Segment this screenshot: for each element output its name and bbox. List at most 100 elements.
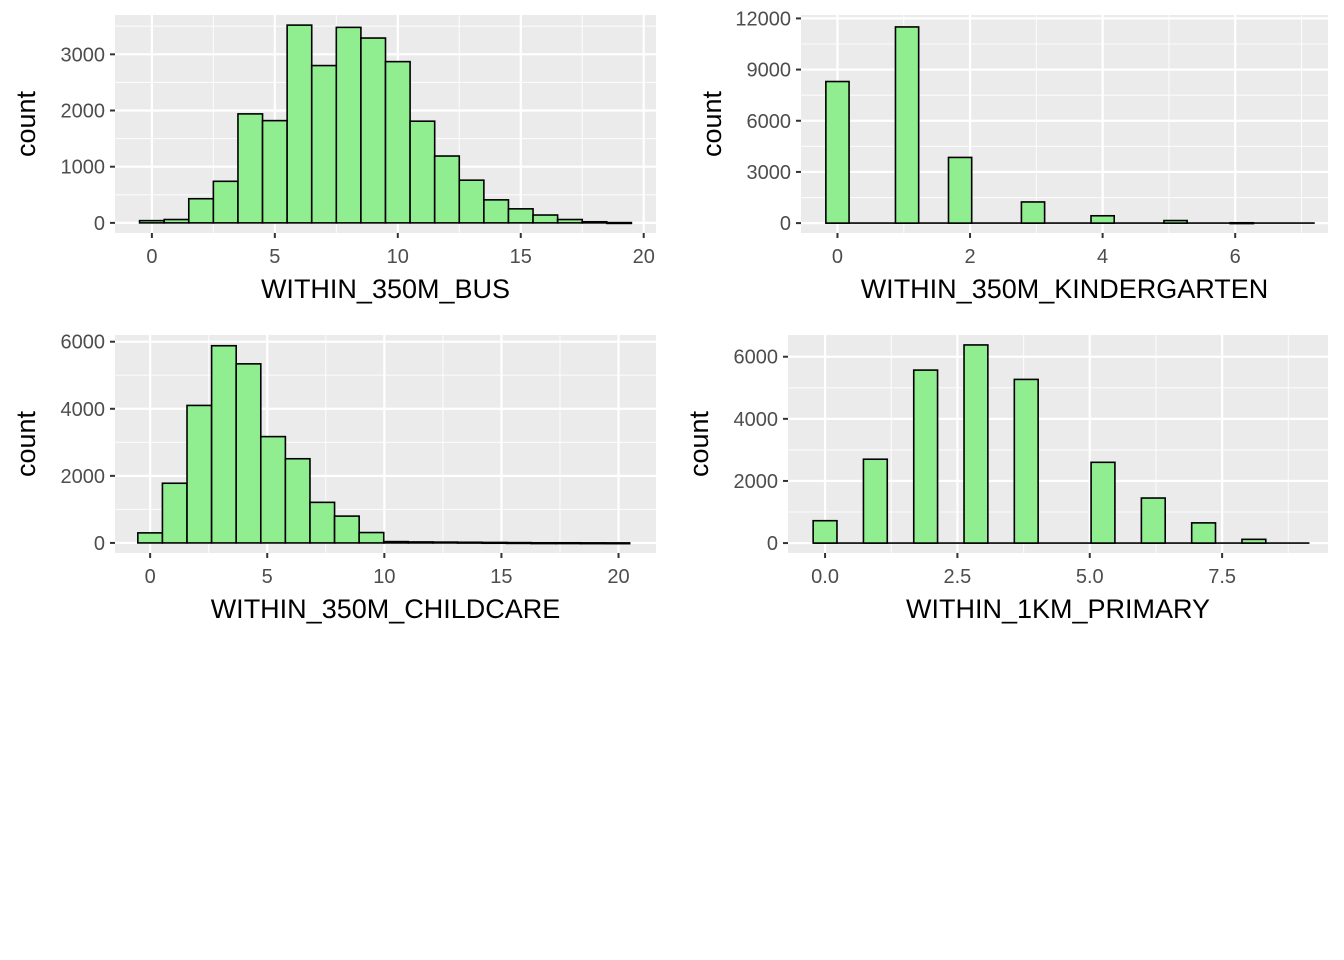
panel-kindergarten-x-tick-label: 6 (1230, 246, 1241, 268)
panel-kindergarten-bar (825, 80, 850, 224)
panel-kindergarten-bar (1229, 221, 1255, 225)
panel-bus-bar (606, 221, 633, 225)
panel-primary-x-tick-label: 2.5 (944, 566, 972, 588)
panel-childcare-bar (284, 457, 311, 544)
panel-bus-bar (581, 220, 608, 224)
panel-bus-y-axis-title: count (11, 90, 41, 157)
panel-bus-bar (458, 179, 485, 224)
panel-bus-y-tick-label: 2000 (61, 101, 106, 123)
panel-kindergarten-bar (1020, 201, 1046, 224)
panel-childcare-bar (579, 542, 606, 545)
panel-bus-bar (163, 218, 190, 224)
panel-kindergarten-ticks: 0 2 4 6 0 3000 6000 9000 12000 (735, 8, 1240, 268)
panel-childcare: 0 5 10 15 20 0 2000 4000 6000 WITHIN_350M_CHILDC… (11, 332, 656, 624)
panel-childcare-bars (137, 344, 631, 545)
panel-primary-x-tick-label: 7.5 (1208, 566, 1236, 588)
panel-bus-bar (384, 60, 411, 224)
panel-bus-bar (261, 119, 288, 224)
panel-primary: 0.0 2.5 5.0 7.5 0 2000 4000 6000 WITHIN_1KM_PRI… (684, 335, 1328, 624)
panel-kindergarten-y-tick-label: 9000 (747, 60, 792, 82)
panel-primary-bar (1140, 497, 1167, 544)
panel-bus-x-axis-title: WITHIN_350M_BUS (261, 274, 510, 304)
panel-kindergarten-background (801, 15, 1328, 233)
panel-bus-bar (138, 219, 165, 224)
panel-primary-y-axis-title: count (684, 410, 714, 477)
panel-childcare-y-tick-label: 0 (94, 533, 105, 555)
panel-bus-bar (212, 180, 239, 224)
panel-bus-x-tick-label: 10 (387, 246, 409, 268)
panel-childcare-bar (530, 541, 557, 545)
panel-childcare-x-tick-label: 20 (607, 566, 629, 588)
panel-primary-bars (812, 344, 1310, 544)
panel-childcare-y-tick-label: 4000 (61, 399, 106, 421)
panel-primary-bar (1013, 378, 1039, 544)
panel-bus: 0 5 10 15 20 0 1000 2000 3000 WITHIN_350M_BUS co… (11, 15, 656, 304)
panel-bus-bar (237, 113, 264, 224)
panel-childcare-x-tick-label: 15 (490, 566, 512, 588)
panel-primary-x-tick-label: 0.0 (811, 566, 839, 588)
panel-bus-bar (433, 155, 461, 224)
panel-childcare-y-axis-title: count (11, 410, 41, 477)
panel-childcare-x-tick-label: 10 (373, 566, 395, 588)
panel-primary-bar (1090, 461, 1116, 544)
panel-bus-y-tick-label: 0 (94, 213, 105, 235)
panel-kindergarten-y-tick-label: 12000 (735, 8, 791, 30)
panel-kindergarten: 0 2 4 6 0 3000 6000 9000 12000 WITHIN_350M_KINDE… (697, 8, 1328, 304)
panel-bus-bar (507, 208, 534, 224)
panel-primary-y-tick-label: 2000 (734, 471, 779, 493)
panel-childcare-y-tick-label: 6000 (61, 332, 106, 354)
panel-bus-ticks: 0 5 10 15 20 0 1000 2000 3000 (61, 44, 655, 268)
panel-kindergarten-x-tick-label: 0 (832, 246, 843, 268)
panel-childcare-bar (333, 515, 360, 544)
panel-kindergarten-y-tick-label: 6000 (747, 111, 792, 133)
panel-kindergarten-x-axis-title: WITHIN_350M_KINDERGARTEN (861, 274, 1269, 304)
panel-kindergarten-x-tick-label: 4 (1097, 246, 1108, 268)
panel-childcare-x-tick-label: 0 (145, 566, 156, 588)
panel-childcare-x-tick-label: 5 (262, 566, 273, 588)
panel-primary-y-tick-label: 4000 (734, 409, 779, 431)
panel-childcare-bar (161, 482, 188, 544)
panel-bus-bar (360, 37, 387, 224)
panel-bus-bar (335, 26, 362, 224)
panel-primary-bar (812, 519, 838, 544)
panel-bus-bars (138, 24, 633, 225)
panel-childcare-bar (137, 532, 164, 544)
panel-bus-bar (483, 199, 510, 224)
panel-childcare-bar (604, 542, 631, 545)
panel-childcare-bar (186, 404, 213, 544)
panel-bus-bar (310, 64, 338, 224)
panel-bus-bar (187, 197, 215, 224)
panel-primary-bar (963, 344, 989, 544)
panel-primary-bar (1241, 538, 1267, 544)
panel-bus-bar (556, 218, 584, 224)
panel-bus-x-tick-label: 5 (269, 246, 280, 268)
panel-childcare-x-axis-title: WITHIN_350M_CHILDCARE (211, 594, 561, 624)
panel-kindergarten-y-tick-label: 0 (780, 213, 791, 235)
panel-kindergarten-x-tick-label: 2 (964, 246, 975, 268)
panel-childcare-y-tick-label: 2000 (61, 466, 106, 488)
panel-kindergarten-y-axis-title: count (697, 90, 727, 157)
panel-primary-x-axis-title: WITHIN_1KM_PRIMARY (906, 594, 1210, 624)
panel-childcare-bar (235, 363, 262, 544)
panel-childcare-ticks: 0 5 10 15 20 0 2000 4000 6000 (61, 332, 630, 588)
panel-childcare-bar (555, 541, 582, 545)
panel-childcare-bar (481, 541, 508, 545)
panel-kindergarten-bars (825, 26, 1315, 225)
panel-kindergarten-y-tick-label: 3000 (747, 162, 792, 184)
panel-bus-y-tick-label: 1000 (61, 157, 106, 179)
panel-kindergarten-bar (947, 156, 973, 224)
panel-childcare-bar (309, 501, 336, 544)
panel-childcare-bar (382, 540, 410, 544)
panel-primary-bar (862, 458, 889, 544)
panel-bus-x-tick-label: 20 (633, 246, 655, 268)
panel-childcare-bar (358, 531, 385, 544)
panel-bus-x-tick-label: 15 (510, 246, 532, 268)
panel-primary-ticks: 0.0 2.5 5.0 7.5 0 2000 4000 6000 (734, 347, 1237, 588)
panel-primary-bar (912, 369, 939, 544)
panel-childcare-bar (505, 541, 533, 545)
panel-bus-bar (286, 24, 313, 224)
panel-childcare-bar (456, 541, 483, 544)
panel-kindergarten-bar (1090, 214, 1116, 224)
panel-kindergarten-bar (1163, 219, 1188, 224)
